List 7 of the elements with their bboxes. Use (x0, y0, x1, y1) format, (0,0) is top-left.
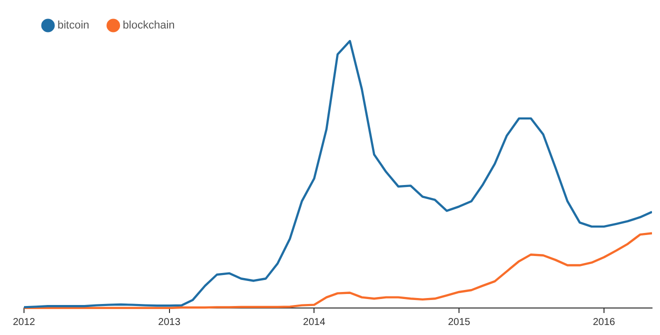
x-tick-label: 2014 (303, 316, 326, 328)
x-tick-label: 2016 (592, 316, 616, 328)
legend-label: blockchain (122, 20, 175, 32)
x-tick-label: 2012 (12, 316, 36, 328)
x-tick-label: 2013 (158, 316, 181, 328)
x-tick-label: 2015 (448, 316, 471, 328)
legend-label: bitcoin (58, 20, 90, 32)
